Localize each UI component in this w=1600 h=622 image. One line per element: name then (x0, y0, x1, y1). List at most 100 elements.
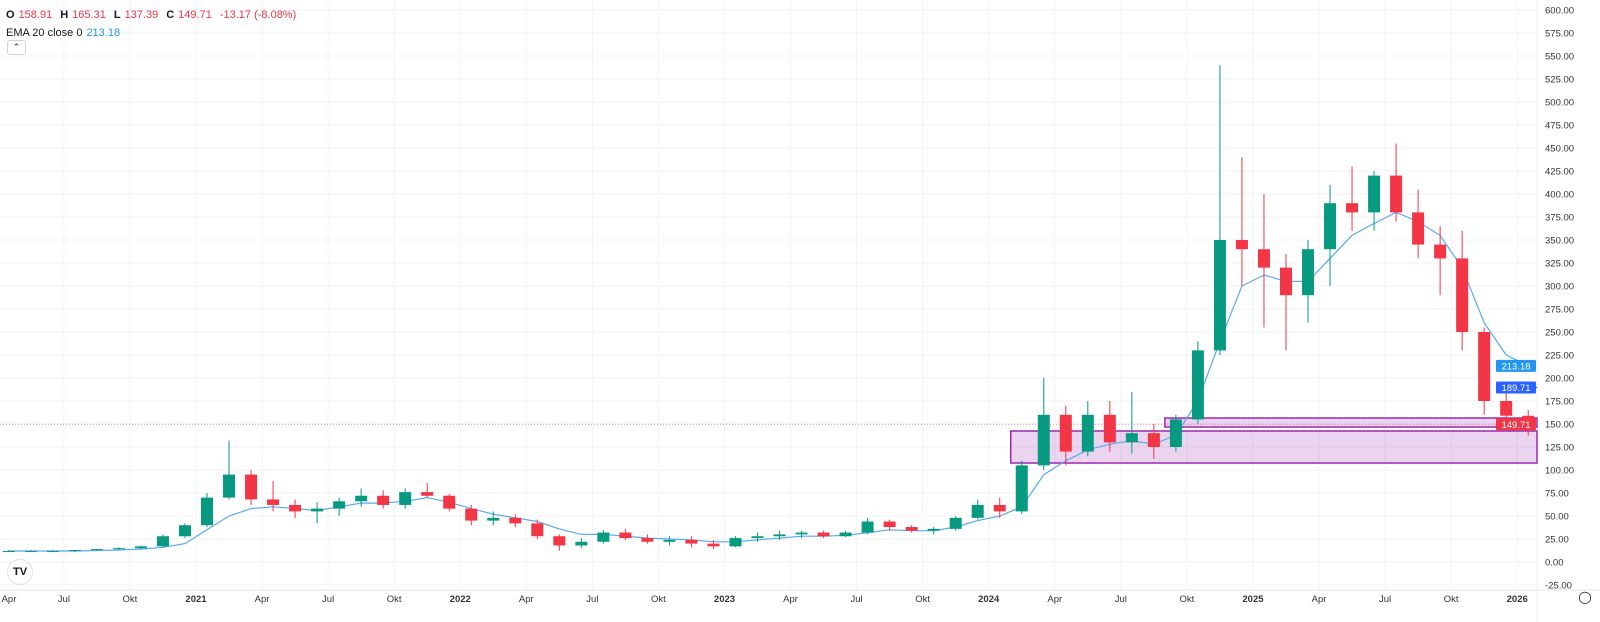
ema-price-tag: 213.18 (1501, 361, 1530, 372)
candle-body (267, 499, 280, 505)
candle-body (1390, 175, 1403, 213)
candle (267, 481, 280, 512)
candle (2, 550, 15, 552)
candle (24, 550, 37, 552)
close-label: C (166, 9, 175, 21)
candle-body (487, 517, 500, 521)
candle-body (839, 532, 852, 537)
ohlc-legend: O 158.91 H 165.31 L 137.39 C 149.71 -13.17 (… (6, 6, 300, 42)
candle-body (729, 538, 742, 547)
x-tick-label: Jul (851, 594, 863, 605)
candle (487, 511, 500, 526)
candle (531, 519, 544, 539)
y-tick-label: 300.00 (1545, 282, 1574, 293)
candle (245, 470, 258, 505)
candle-body (178, 525, 191, 537)
x-tick-label: 2023 (714, 594, 735, 605)
candle (1213, 65, 1226, 355)
change-value: -13.17 (-8.08%) (219, 9, 297, 21)
tradingview-logo[interactable]: TV (7, 559, 33, 585)
x-tick-label: Okt (387, 594, 402, 605)
candle (1257, 194, 1270, 328)
x-tick-label: 2025 (1242, 594, 1264, 605)
x-tick-label: Apr (1312, 594, 1327, 605)
candle (1412, 189, 1425, 259)
candle-body (399, 492, 412, 505)
candle (1103, 401, 1116, 452)
y-tick-label: 475.00 (1545, 121, 1574, 132)
candle-body (2, 550, 15, 552)
candle (707, 539, 720, 550)
y-tick-label: 575.00 (1545, 29, 1574, 40)
candle-body (707, 543, 720, 547)
candle-body (531, 523, 544, 537)
x-tick-label: Okt (1444, 594, 1459, 605)
candle (905, 525, 918, 533)
x-tick-label: Apr (2, 594, 17, 605)
x-tick-label: Apr (1047, 594, 1062, 605)
candle-body (134, 546, 147, 549)
candle-body (1059, 414, 1072, 452)
candle-body (1235, 240, 1248, 250)
candle-body (1324, 203, 1337, 250)
y-tick-label: 0.00 (1545, 558, 1564, 569)
candle-body (883, 521, 896, 528)
candle-body (1478, 332, 1491, 401)
candle-body (421, 492, 434, 496)
candle-body (355, 495, 368, 502)
candle-body (993, 504, 1006, 512)
candle (1169, 414, 1182, 452)
candle-body (1302, 249, 1315, 296)
candle (112, 547, 125, 551)
candle-body (1147, 433, 1160, 447)
candle (729, 536, 742, 548)
candle (619, 528, 632, 540)
candle-body (971, 504, 984, 518)
candle (178, 523, 191, 539)
ema-legend-row[interactable]: EMA 20 close 0 213.18 (6, 24, 300, 42)
candle (1368, 171, 1381, 231)
y-tick-label: 75.00 (1545, 489, 1569, 500)
candle-body (905, 527, 918, 531)
low-label: L (113, 9, 121, 21)
y-tick-label: 600.00 (1545, 6, 1574, 17)
candle-body (597, 532, 610, 542)
candle (1478, 327, 1491, 415)
high-value: 165.31 (72, 9, 106, 21)
candle (90, 549, 103, 551)
candle (1390, 143, 1403, 222)
candle (773, 530, 786, 540)
candle (1235, 157, 1248, 286)
high-label: H (60, 9, 69, 21)
candle (223, 440, 236, 500)
candle (1434, 226, 1447, 296)
candle (1037, 378, 1050, 470)
x-tick-label: 2021 (185, 594, 207, 605)
candle (1125, 391, 1138, 454)
settings-gear-icon[interactable]: ◯ (1578, 590, 1592, 604)
candle-body (68, 550, 81, 552)
candle-body (949, 517, 962, 529)
open-label: O (6, 9, 15, 21)
candle (1279, 253, 1292, 351)
candle (949, 516, 962, 531)
candle (399, 488, 412, 509)
candle (553, 534, 566, 551)
x-tick-label: Okt (651, 594, 666, 605)
candle (1081, 401, 1094, 457)
candle (1346, 166, 1359, 231)
candle-body (1500, 401, 1513, 416)
open-value: 158.91 (18, 9, 53, 21)
candle-body (90, 549, 103, 551)
y-tick-label: 50.00 (1545, 512, 1569, 523)
last-price-tag-bg (1496, 418, 1536, 431)
candle (641, 534, 654, 544)
candle (817, 530, 830, 539)
chevron-up-icon[interactable]: ⌃ (7, 40, 26, 55)
candle-body (311, 508, 324, 512)
y-tick-label: 525.00 (1545, 75, 1574, 86)
candle (465, 504, 478, 526)
candle (795, 530, 808, 539)
candle-body (1191, 350, 1204, 420)
